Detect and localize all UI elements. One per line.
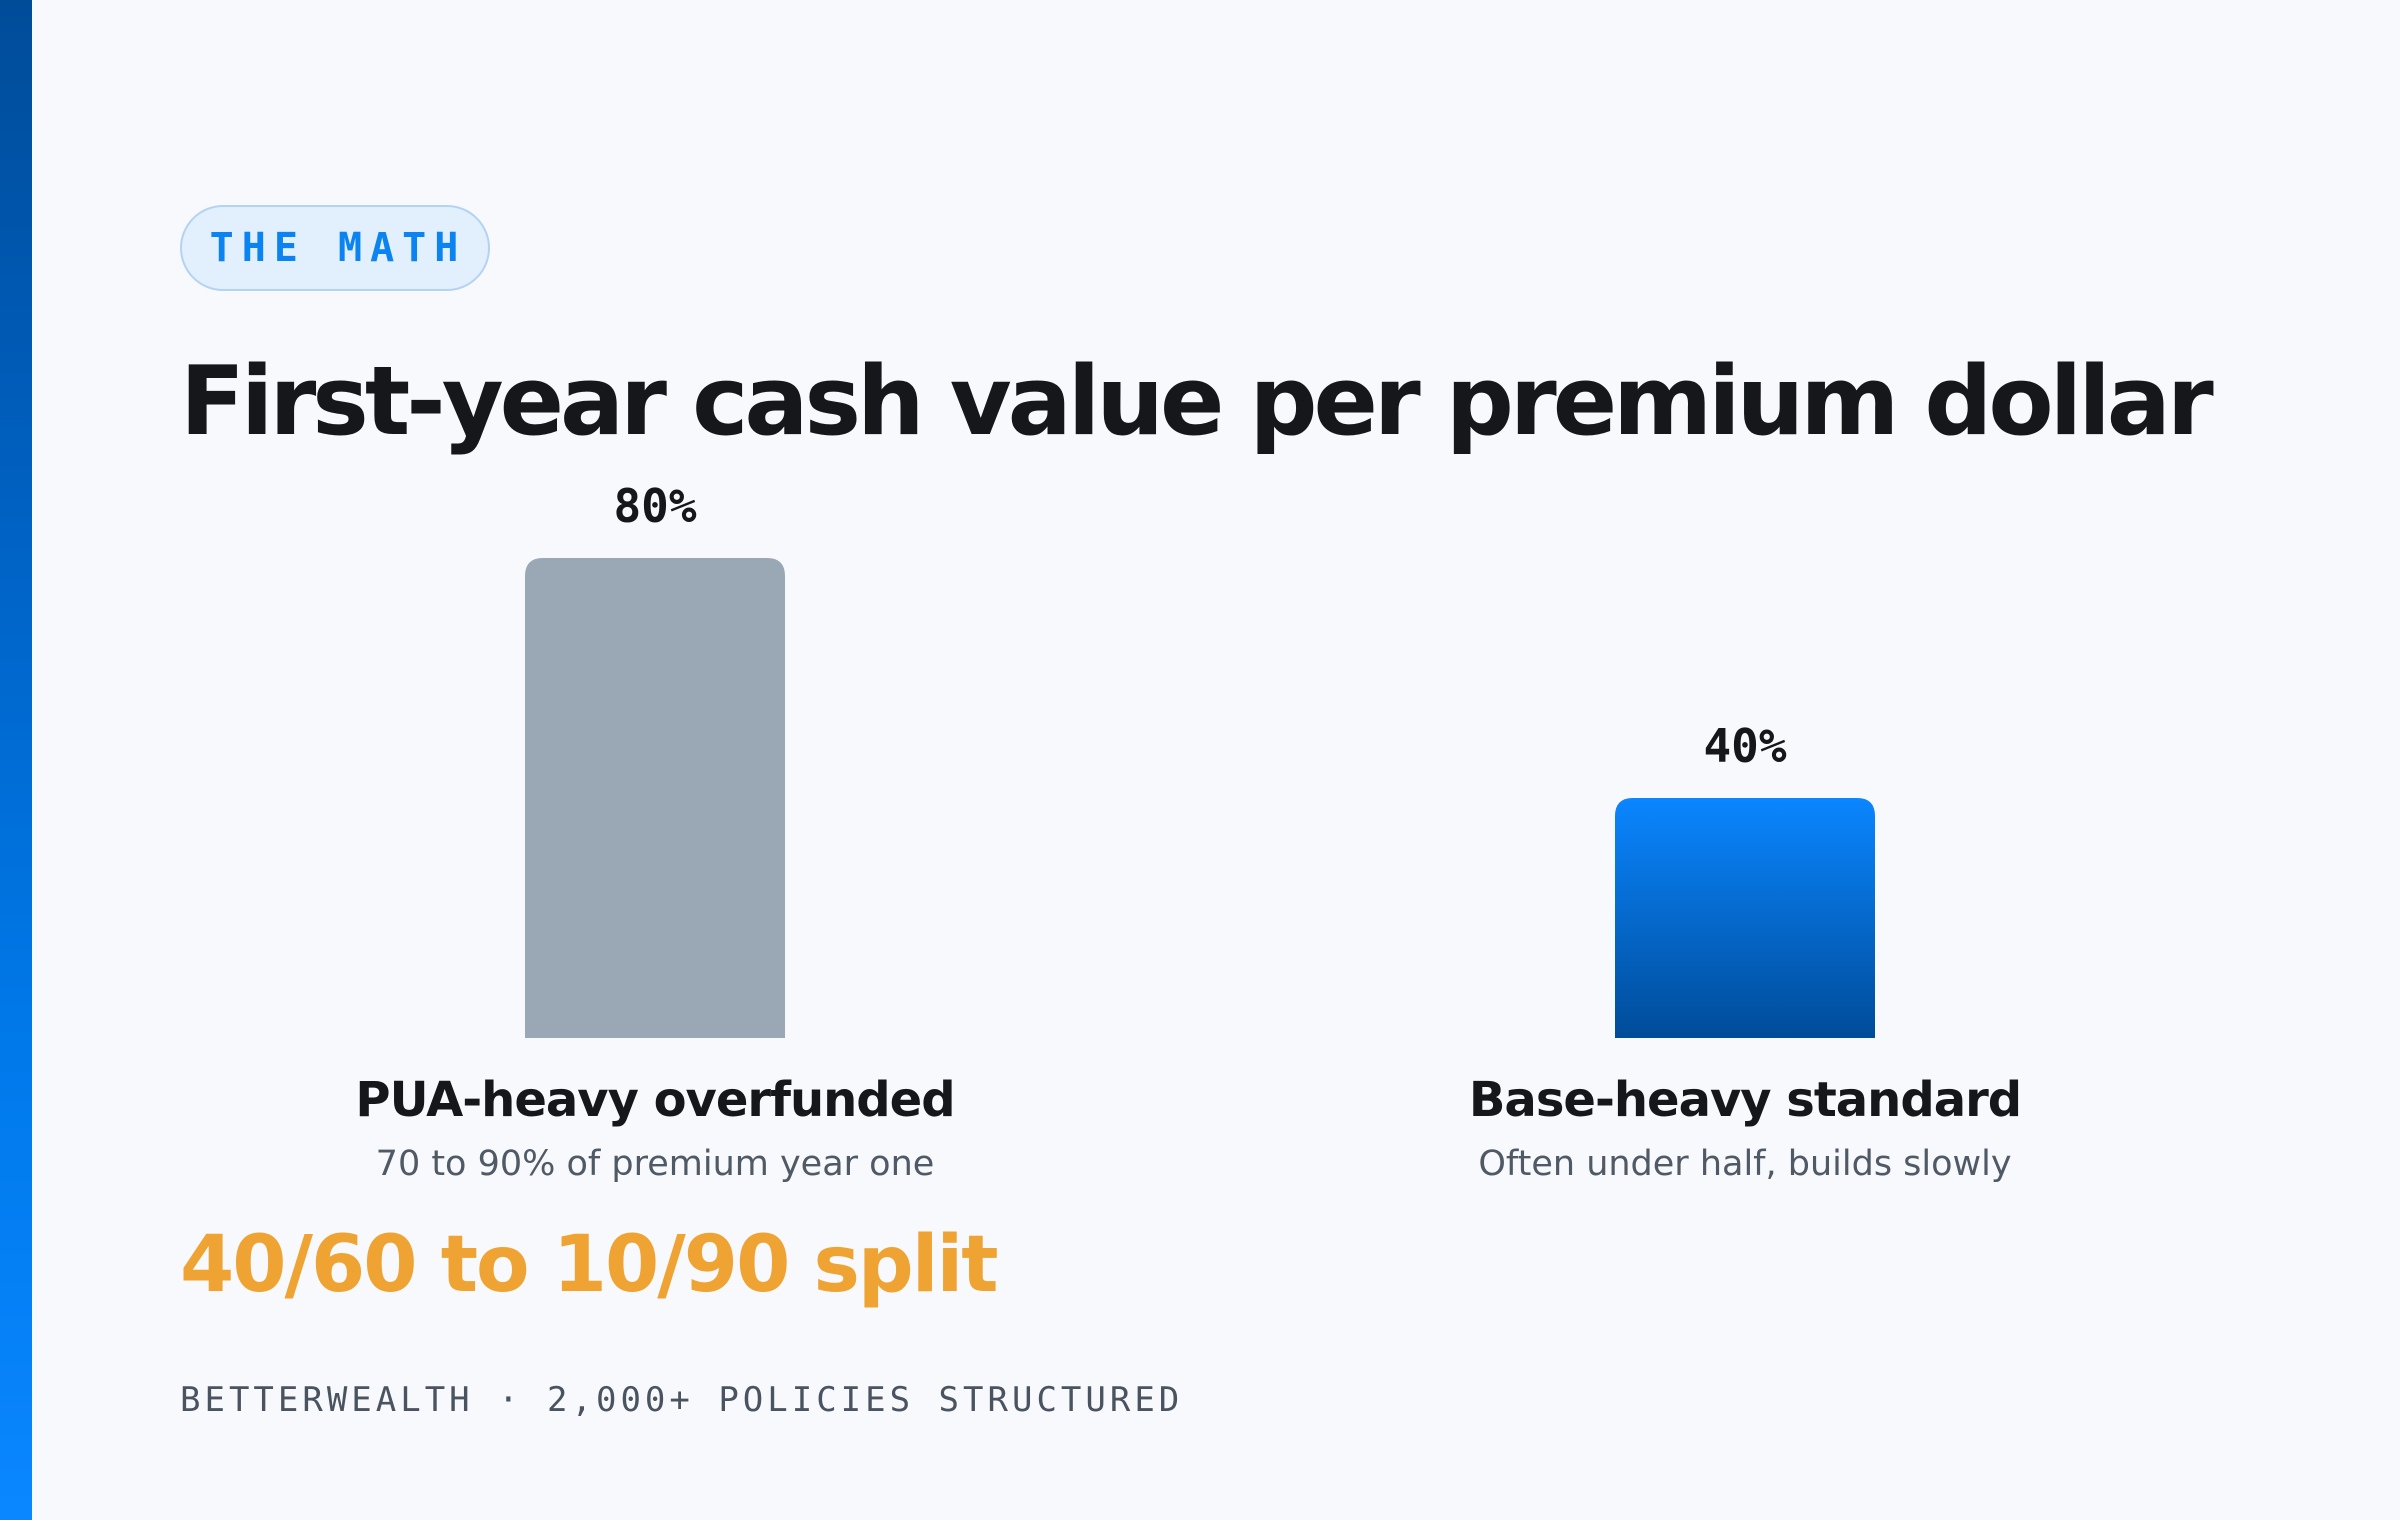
bar-base-heavy — [1615, 798, 1875, 1038]
chart-title: First-year cash value per premium dollar — [180, 347, 2214, 457]
footer-tagline: BETTERWEALTH · 2,000+ POLICIES STRUCTURE… — [180, 1380, 1184, 1420]
category-subtitle-base-heavy: Often under half, builds slowly — [1478, 1144, 2012, 1184]
accent-stripe — [0, 0, 32, 1520]
bar-pua-heavy — [525, 558, 785, 1038]
category-label-pua-heavy: PUA-heavy overfunded — [355, 1072, 955, 1128]
split-highlight: 40/60 to 10/90 split — [180, 1220, 999, 1310]
eyebrow-badge: THE MATH — [180, 205, 490, 291]
category-subtitle-pua-heavy: 70 to 90% of premium year one — [375, 1144, 935, 1184]
category-label-base-heavy: Base-heavy standard — [1468, 1072, 2022, 1128]
bar-value-label-base-heavy: 40% — [1703, 719, 1786, 773]
bar-value-label-pua-heavy: 80% — [613, 479, 696, 533]
